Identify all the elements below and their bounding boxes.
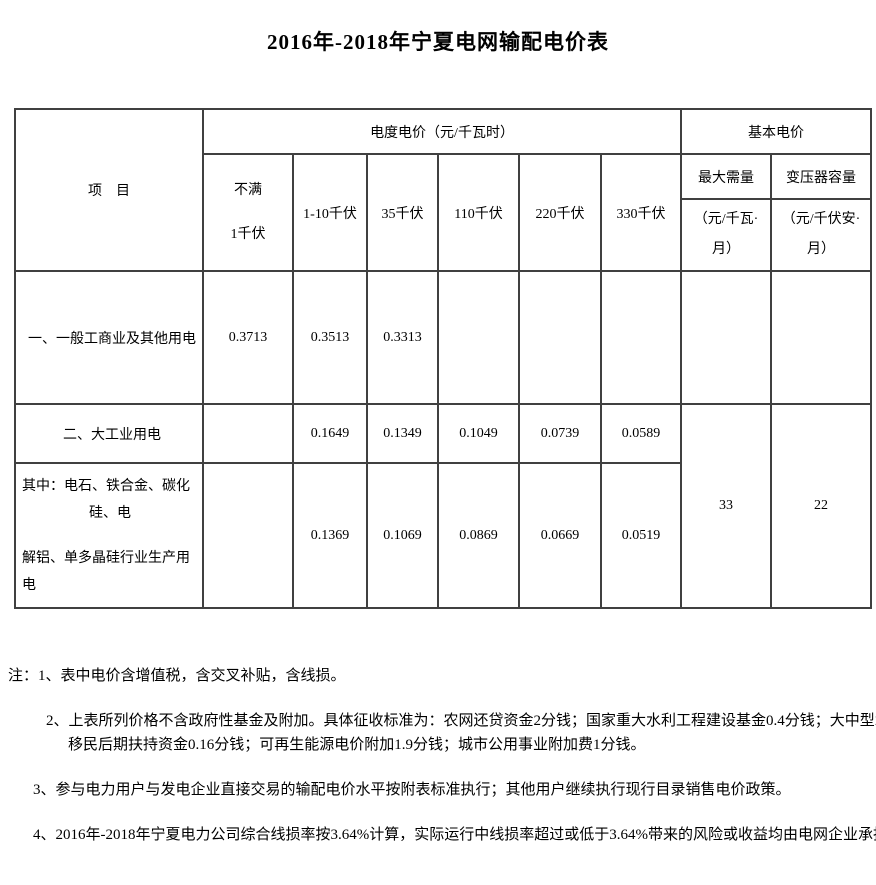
header-voltage-220kv: 220千伏: [518, 153, 602, 272]
cell-subcategory-330kv: 0.0519: [599, 462, 683, 609]
cell-general-under-1kv: 0.3713: [202, 270, 294, 405]
header-voltage-under-1kv-line1: 不满: [234, 182, 262, 198]
cell-industry-transformer: 22: [770, 403, 873, 609]
cell-general-1-10kv: 0.3513: [292, 270, 368, 405]
header-max-demand-unit-line2: 月）: [712, 242, 741, 257]
note-3: 3、参与电力用户与发电企业直接交易的输配电价水平按附表标准执行；其他用户继续执行…: [33, 782, 791, 798]
header-voltage-35kv: 35千伏: [366, 153, 439, 272]
note-1: 注：1、表中电价含增值税，含交叉补贴，含线损。: [8, 668, 346, 684]
header-voltage-110kv: 110千伏: [437, 153, 520, 272]
cell-industry-220kv: 0.0739: [518, 403, 602, 464]
header-transformer-unit-line1: （元/千伏安·: [781, 212, 861, 227]
price-table: 项 目 电度电价（元/千瓦时） 基本电价 不满 1千伏 1-10千伏 35千伏 …: [14, 108, 873, 609]
footnotes: 注：1、表中电价含增值税，含交叉补贴，含线损。 2、上表所列价格不含政府性基金及…: [0, 664, 876, 847]
cell-general-110kv: [437, 270, 520, 405]
header-voltage-under-1kv-line2: 1千伏: [230, 226, 266, 242]
cell-industry-max-demand: 33: [680, 403, 773, 609]
cell-industry-1-10kv: 0.1649: [292, 403, 368, 464]
header-voltage-under-1kv: 不满 1千伏: [202, 153, 294, 272]
row-general-commercial: 一、一般工商业及其他用电 0.3713 0.3513 0.3313: [14, 270, 873, 405]
header-voltage-1-10kv: 1-10千伏: [292, 153, 368, 272]
subcategory-name-line1: 其中：电石、铁合金、碳化: [22, 478, 190, 494]
note-2: 2、上表所列价格不含政府性基金及附加。具体征收标准为：农网还贷资金2分钱；国家重…: [0, 709, 876, 757]
header-row-columns: 不满 1千伏 1-10千伏 35千伏 110千伏 220千伏 330千伏 最大需…: [15, 153, 873, 272]
header-basic-price-group: 基本电价: [680, 108, 873, 155]
header-energy-price-group: 电度电价（元/千瓦时）: [201, 108, 683, 155]
header-item: 项 目: [14, 108, 204, 272]
cell-general-35kv: 0.3313: [366, 270, 439, 405]
cell-subcategory-under-1kv: [202, 462, 294, 609]
header-max-demand-unit: （元/千瓦· 月）: [680, 198, 773, 272]
cell-subcategory-1-10kv: 0.1369: [292, 462, 368, 609]
header-max-demand: 最大需量: [680, 153, 773, 200]
cell-subcategory-35kv: 0.1069: [366, 462, 439, 609]
cell-industry-330kv: 0.0589: [599, 403, 683, 464]
note-2-line1: 2、上表所列价格不含政府性基金及附加。具体征收标准为：农网还贷资金2分钱；国家重…: [46, 713, 876, 729]
header-voltage-330kv: 330千伏: [599, 153, 683, 272]
row-industry-subcategory-name: 其中：电石、铁合金、碳化 硅、电 解铝、单多晶硅行业生产用 电: [14, 462, 204, 609]
header-row-groups: 项 目 电度电价（元/千瓦时） 基本电价: [14, 108, 873, 272]
subcategory-name-line2: 硅、电: [89, 505, 131, 521]
header-row-units: （元/千瓦· 月） （元/千伏安· 月）: [15, 198, 873, 272]
cell-general-220kv: [518, 270, 602, 405]
row-general-commercial-name: 一、一般工商业及其他用电: [14, 270, 204, 405]
cell-industry-under-1kv: [202, 403, 294, 464]
cell-general-330kv: [599, 270, 683, 405]
note-2-line2: 移民后期扶持资金0.16分钱；可再生能源电价附加1.9分钱；城市公用事业附加费1…: [68, 737, 646, 753]
header-transformer-unit-line2: 月）: [807, 242, 836, 257]
header-max-demand-unit-line1: （元/千瓦·: [693, 212, 759, 227]
header-transformer-unit: （元/千伏安· 月）: [770, 198, 873, 272]
note-4: 4、2016年-2018年宁夏电力公司综合线损率按3.64%计算，实际运行中线损…: [33, 827, 876, 843]
header-transformer-capacity: 变压器容量: [770, 153, 873, 200]
cell-subcategory-110kv: 0.0869: [437, 462, 520, 609]
cell-industry-35kv: 0.1349: [366, 403, 439, 464]
page-title: 2016年-2018年宁夏电网输配电价表: [267, 30, 609, 54]
subcategory-name-line3: 解铝、单多晶硅行业生产用: [22, 550, 190, 566]
subcategory-name-line4: 电: [22, 577, 36, 593]
row-large-industry-name: 二、大工业用电: [14, 403, 204, 464]
cell-general-transformer: [770, 270, 873, 405]
cell-general-max-demand: [680, 270, 773, 405]
row-industry-subcategory: 其中：电石、铁合金、碳化 硅、电 解铝、单多晶硅行业生产用 电 0.1369 0…: [14, 462, 871, 609]
cell-subcategory-220kv: 0.0669: [518, 462, 602, 609]
cell-industry-110kv: 0.1049: [437, 403, 520, 464]
row-large-industry: 二、大工业用电 0.1649 0.1349 0.1049 0.0739 0.05…: [14, 403, 873, 609]
